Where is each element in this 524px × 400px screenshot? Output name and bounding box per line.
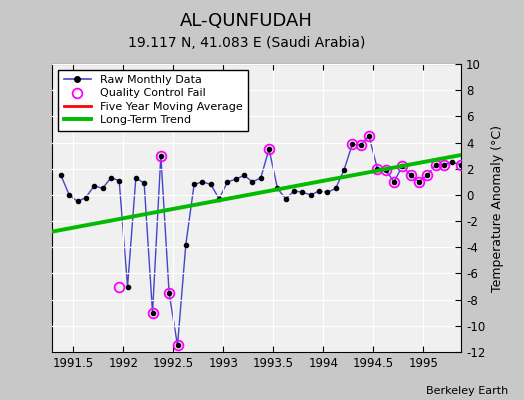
Text: 19.117 N, 41.083 E (Saudi Arabia): 19.117 N, 41.083 E (Saudi Arabia)	[127, 36, 365, 50]
Y-axis label: Temperature Anomaly (°C): Temperature Anomaly (°C)	[491, 124, 504, 292]
Legend: Raw Monthly Data, Quality Control Fail, Five Year Moving Average, Long-Term Tren: Raw Monthly Data, Quality Control Fail, …	[58, 70, 248, 131]
Text: AL-QUNFUDAH: AL-QUNFUDAH	[180, 12, 313, 30]
Text: Berkeley Earth: Berkeley Earth	[426, 386, 508, 396]
